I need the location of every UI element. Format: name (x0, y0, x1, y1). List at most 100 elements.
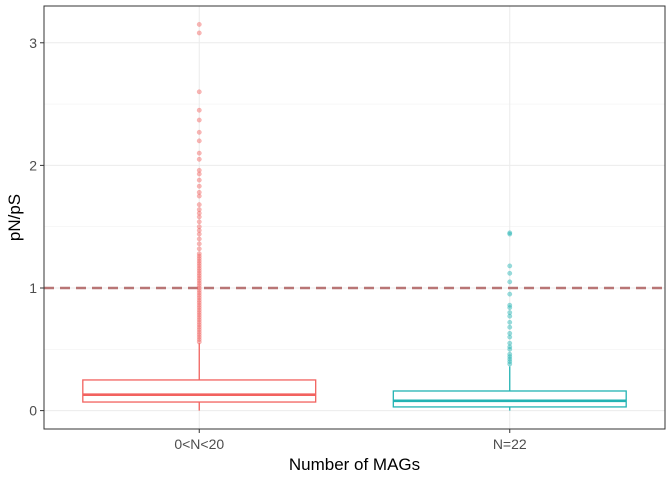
outlier-point (507, 230, 513, 236)
outlier-point (196, 302, 202, 308)
box-group-1 (82, 21, 317, 411)
outlier-point (196, 275, 202, 281)
outlier-point (196, 251, 202, 257)
outlier-point (507, 346, 513, 352)
outlier-point (196, 339, 202, 345)
outlier-point (196, 319, 202, 325)
outlier-point (196, 270, 202, 276)
y-tick-label: 1 (29, 280, 37, 296)
outlier-point (507, 305, 513, 311)
outlier-point (196, 193, 202, 199)
outlier-point (196, 129, 202, 135)
outlier-point (196, 107, 202, 113)
outlier-point (507, 354, 513, 360)
outlier-point (196, 202, 202, 208)
outlier-point (196, 261, 202, 266)
outlier-point (507, 361, 513, 367)
outlier-point (196, 288, 202, 293)
outlier-point (196, 150, 202, 156)
outlier-point (196, 30, 202, 36)
y-tick-label: 2 (29, 157, 37, 173)
outlier-point (196, 305, 202, 311)
outlier-point (507, 356, 513, 362)
outlier-point (196, 290, 202, 296)
outlier-point (507, 340, 513, 346)
outlier-point (507, 344, 513, 350)
outlier-point (196, 297, 202, 303)
outlier-point (507, 302, 513, 308)
outlier-point (507, 279, 513, 285)
outlier-point (196, 214, 202, 220)
outlier-point (196, 210, 202, 216)
outlier-point (196, 89, 202, 95)
outlier-point (507, 310, 513, 315)
outlier-point (196, 219, 202, 225)
outlier-point (196, 295, 202, 301)
outlier-point (507, 270, 513, 276)
y-tick-label: 0 (29, 403, 37, 419)
outlier-point (196, 263, 202, 269)
outlier-point (196, 207, 202, 212)
outlier-point (196, 327, 202, 333)
outlier-point (196, 258, 202, 264)
outlier-point (507, 359, 513, 365)
outlier-point (196, 273, 202, 279)
outlier-point (196, 334, 202, 340)
outlier-point (196, 329, 202, 335)
x-tick-label: N=22 (493, 436, 527, 452)
outlier-point (196, 138, 202, 144)
outlier-point (196, 256, 202, 262)
outlier-point (196, 231, 202, 237)
outlier-point (507, 351, 513, 357)
outlier-point (196, 167, 202, 173)
outlier-point (196, 322, 202, 328)
y-axis-ticks: 0 1 2 3 (29, 35, 44, 419)
outlier-point (196, 183, 202, 189)
x-tick-label: 0<N<20 (174, 436, 224, 452)
outlier-point (507, 330, 513, 336)
outlier-point (196, 278, 202, 284)
outlier-point (196, 227, 202, 233)
outlier-point (196, 156, 202, 162)
outlier-point (507, 319, 513, 325)
outlier-point (196, 177, 202, 183)
outlier-point (507, 324, 513, 330)
y-tick-label: 3 (29, 35, 37, 51)
outlier-point (196, 317, 202, 323)
outlier-point (196, 236, 202, 242)
outlier-point (196, 280, 202, 286)
outlier-point (196, 117, 202, 123)
outlier-point (196, 310, 202, 315)
plot-border (43, 5, 666, 430)
outlier-point (196, 312, 202, 318)
outlier-point (196, 285, 202, 291)
outlier-point (196, 337, 202, 342)
y-axis-title: pN/pS (5, 194, 24, 241)
outlier-point (196, 307, 202, 313)
outlier-point (196, 21, 202, 27)
box-iqr (392, 390, 627, 408)
boxplot-series (82, 21, 627, 411)
plot-panel (44, 6, 665, 429)
outlier-point (196, 224, 202, 230)
outlier-point (507, 291, 513, 297)
outlier-point (507, 231, 513, 237)
outlier-point (196, 283, 202, 288)
box-iqr (82, 379, 317, 403)
x-axis-ticks: 0<N<20 N=22 (174, 429, 527, 452)
outlier-point (196, 268, 202, 274)
outlier-point (196, 292, 202, 298)
outlier-point (507, 263, 513, 269)
outlier-point (196, 324, 202, 330)
x-axis-title: Number of MAGs (289, 455, 420, 474)
outlier-point (196, 171, 202, 177)
outlier-point (196, 189, 202, 195)
outlier-point (196, 265, 202, 271)
minor-gridlines (44, 103, 665, 350)
outlier-point (196, 332, 202, 338)
outlier-point (196, 300, 202, 306)
outlier-point (196, 241, 202, 247)
outlier-point (507, 313, 513, 319)
outlier-point (196, 253, 202, 259)
